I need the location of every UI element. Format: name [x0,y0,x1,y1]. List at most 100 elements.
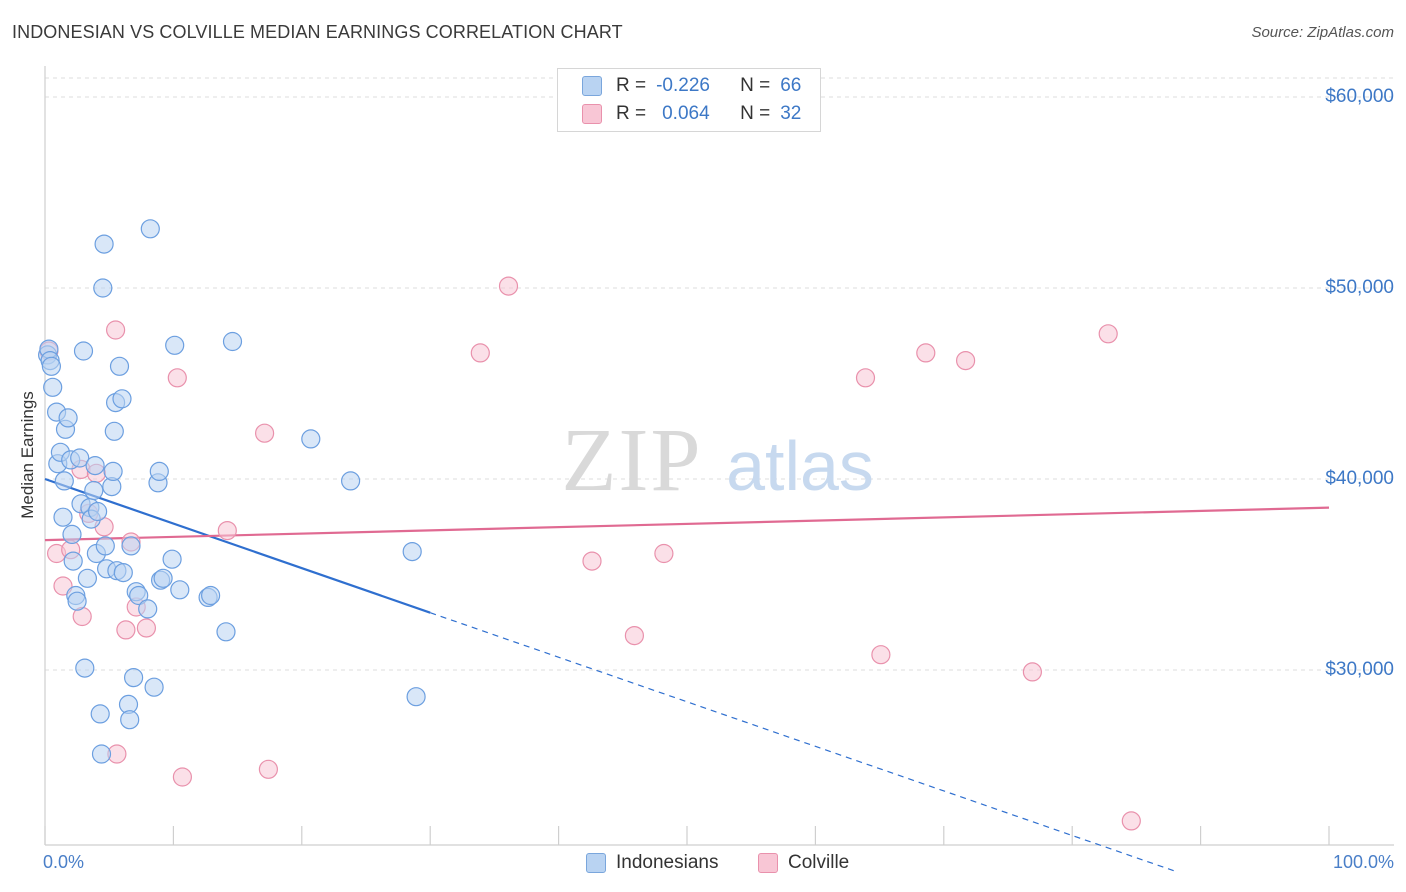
indonesians-point [406,687,426,707]
indonesians-point [103,461,123,481]
colville-point [855,368,876,388]
legend-swatch-blue [582,76,602,96]
indonesians-point [124,667,144,688]
indonesians-point [170,580,190,600]
indonesians-trend-solid [44,477,431,614]
source-credit: Source: ZipAtlas.com [1251,24,1394,41]
indonesians-point [93,278,113,298]
colville-point [470,343,490,363]
colville-point [105,320,126,340]
colville-point [53,576,73,596]
indonesians-point [162,549,182,569]
zipatlas-watermark: ZIP atlas [562,411,874,510]
indonesians-point [63,551,83,571]
colville-point [582,551,602,571]
colville-trend [44,506,1330,542]
indonesians-point [90,704,110,724]
indonesians-point [402,541,422,562]
indonesians-point [87,501,108,522]
colville-point [871,645,891,665]
y-tick-label-30000: $30,000 [1325,659,1394,680]
colville-point [1121,811,1141,831]
indonesians-point [62,524,82,545]
legend-r-value: -0.226 [656,75,710,96]
indonesians-point [77,568,98,588]
indonesians-point [58,408,78,428]
legend-r-label: R = [616,103,647,124]
colville-point [136,618,156,638]
indonesians-point [216,622,236,642]
y-tick-label-50000: $50,000 [1325,277,1394,298]
legend-row-colville: R = 0.064 N = 32 [558,100,801,128]
indonesians-point [120,710,140,730]
indonesians-point [149,461,169,481]
colville-point [167,368,187,388]
trend-lines [44,477,1330,872]
indonesians-point [94,234,114,254]
legend-n-label: N = [740,75,771,96]
legend-label-colville: Colville [788,852,850,873]
indonesians-point [70,448,90,468]
legend-n-value: 32 [780,103,802,124]
indonesians-point [138,599,158,619]
legend-swatch-pink [582,104,602,124]
legend-r-label: R = [616,75,647,96]
indonesians-point [341,471,361,491]
colville-point [116,620,136,640]
indonesians-point [73,341,94,361]
x-tick-label-min: 0.0% [43,852,85,872]
indonesians-trend-dashed [430,612,1176,872]
colville-point [955,351,976,371]
indonesians-point [112,389,132,409]
gridlines [45,77,1394,671]
legend-item-indonesians[interactable]: Indonesians [586,852,718,874]
legend-n-value: 66 [780,75,802,96]
watermark-zip: ZIP [562,411,703,510]
indonesians-point [53,507,73,527]
legend-label-indonesians: Indonesians [616,852,719,873]
correlation-legend: R = -0.226 N = 66 R = 0.064 N = 32 [557,68,821,132]
legend-row-indonesians: R = -0.226 N = 66 [558,72,801,100]
colville-point [498,276,519,296]
colville-point [255,423,275,443]
indonesians-point [165,335,185,355]
indonesians-point [91,744,112,764]
watermark-atlas: atlas [726,427,874,505]
legend-item-colville[interactable]: Colville [758,852,849,874]
colville-point [1022,662,1043,682]
indonesians-point [43,377,63,397]
colville-points [39,276,1141,831]
x-tick-label-max: 100.0% [1332,852,1394,872]
indonesians-point [75,658,95,678]
colville-point [217,520,237,541]
chart-title: INDONESIAN VS COLVILLE MEDIAN EARNINGS C… [12,22,623,42]
legend-r-value: 0.064 [662,103,710,124]
indonesians-point [201,585,221,606]
indonesians-point [222,331,243,352]
indonesians-point [84,480,104,501]
colville-point [624,625,645,646]
indonesians-point [144,677,164,697]
indonesians-point [67,591,87,611]
indonesians-point [85,456,105,476]
indonesians-point [104,421,124,441]
y-tick-label-60000: $60,000 [1325,86,1394,107]
axes [44,66,1394,846]
indonesians-point [41,356,62,376]
indonesians-points [37,219,426,764]
colville-point [172,767,192,787]
legend-n-label: N = [740,103,771,124]
indonesians-point [129,585,149,606]
indonesians-point [113,562,133,583]
colville-point [654,543,674,564]
y-axis-label: Median Earnings [18,391,37,519]
indonesians-point [301,429,321,449]
legend-swatch-pink [758,853,778,873]
legend-swatch-blue [586,853,606,873]
colville-point [1098,324,1118,344]
indonesians-point [95,536,115,556]
indonesians-point [54,471,74,491]
colville-point [916,343,936,363]
indonesians-point [153,568,173,588]
